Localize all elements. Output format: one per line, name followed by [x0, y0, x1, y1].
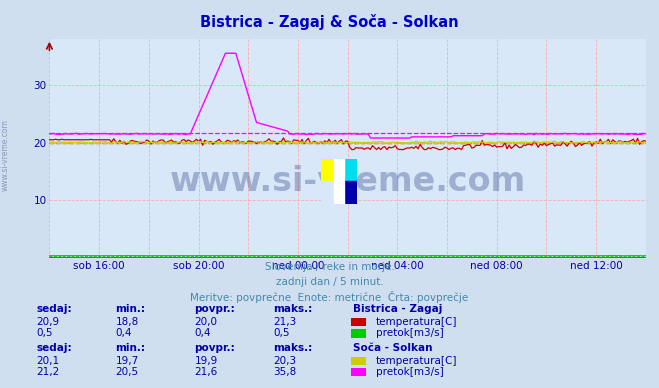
Text: sedaj:: sedaj:: [36, 343, 72, 353]
Text: 21,6: 21,6: [194, 367, 217, 377]
Text: 0,5: 0,5: [273, 328, 290, 338]
Text: 20,1: 20,1: [36, 356, 59, 366]
Text: 0,4: 0,4: [115, 328, 132, 338]
Text: Bistrica - Zagaj & Soča - Solkan: Bistrica - Zagaj & Soča - Solkan: [200, 14, 459, 29]
Bar: [339, 182, 357, 204]
Text: www.si-vreme.com: www.si-vreme.com: [1, 119, 10, 191]
Polygon shape: [333, 159, 345, 204]
Text: maks.:: maks.:: [273, 343, 313, 353]
Text: 0,4: 0,4: [194, 328, 211, 338]
Text: 20,9: 20,9: [36, 317, 59, 327]
Text: 19,9: 19,9: [194, 356, 217, 366]
Text: min.:: min.:: [115, 304, 146, 314]
Text: povpr.:: povpr.:: [194, 304, 235, 314]
Text: 20,5: 20,5: [115, 367, 138, 377]
Text: Soča - Solkan: Soča - Solkan: [353, 343, 432, 353]
Text: pretok[m3/s]: pretok[m3/s]: [376, 328, 444, 338]
Text: povpr.:: povpr.:: [194, 343, 235, 353]
Bar: [321, 159, 339, 182]
Text: 21,2: 21,2: [36, 367, 59, 377]
Text: 18,8: 18,8: [115, 317, 138, 327]
Text: 21,3: 21,3: [273, 317, 297, 327]
Text: Meritve: povprečne  Enote: metrične  Črta: povprečje: Meritve: povprečne Enote: metrične Črta:…: [190, 291, 469, 303]
Text: Slovenija / reke in morje.: Slovenija / reke in morje.: [264, 262, 395, 272]
Text: 19,7: 19,7: [115, 356, 138, 366]
Bar: [321, 182, 339, 204]
Text: min.:: min.:: [115, 343, 146, 353]
Bar: [339, 159, 357, 182]
Text: 0,5: 0,5: [36, 328, 53, 338]
Text: maks.:: maks.:: [273, 304, 313, 314]
Text: www.si-vreme.com: www.si-vreme.com: [169, 165, 526, 198]
Text: pretok[m3/s]: pretok[m3/s]: [376, 367, 444, 377]
Text: temperatura[C]: temperatura[C]: [376, 317, 457, 327]
Bar: [321, 159, 333, 204]
Text: Bistrica - Zagaj: Bistrica - Zagaj: [353, 304, 442, 314]
Text: 35,8: 35,8: [273, 367, 297, 377]
Text: 20,0: 20,0: [194, 317, 217, 327]
Text: sedaj:: sedaj:: [36, 304, 72, 314]
Text: temperatura[C]: temperatura[C]: [376, 356, 457, 366]
Text: zadnji dan / 5 minut.: zadnji dan / 5 minut.: [275, 277, 384, 287]
Text: 20,3: 20,3: [273, 356, 297, 366]
